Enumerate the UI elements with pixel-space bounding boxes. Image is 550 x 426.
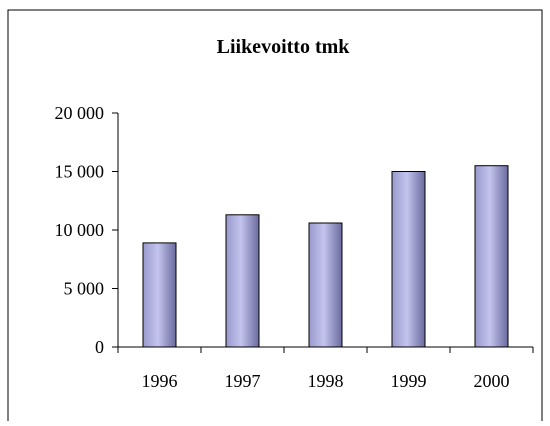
chart-title: Liikevoitto tmk	[217, 36, 351, 58]
bar-1999	[391, 171, 426, 348]
bar-1996	[142, 242, 177, 348]
chart-frame-border	[7, 9, 543, 421]
y-tick-label: 0	[95, 337, 104, 357]
axes-layer	[112, 112, 534, 353]
y-tick-label: 20 000	[55, 103, 105, 123]
bar-1998	[308, 222, 343, 348]
x-tick-label: 1996	[142, 371, 178, 391]
y-tick-label: 15 000	[55, 162, 105, 182]
x-tick-label: 1999	[391, 371, 427, 391]
x-tick-label: 2000	[474, 371, 510, 391]
bar-2000	[474, 165, 509, 348]
x-tick-label: 1997	[225, 371, 261, 391]
x-tick-labels: 1996 1997 1998 1999 2000	[142, 371, 510, 391]
x-tick-label: 1998	[308, 371, 344, 391]
bar-1997	[225, 214, 260, 348]
y-tick-label: 5 000	[64, 279, 105, 299]
bars-layer	[142, 165, 509, 348]
y-tick-labels: 0 5 000 10 000 15 000 20 000	[55, 103, 105, 357]
y-tick-label: 10 000	[55, 220, 105, 240]
